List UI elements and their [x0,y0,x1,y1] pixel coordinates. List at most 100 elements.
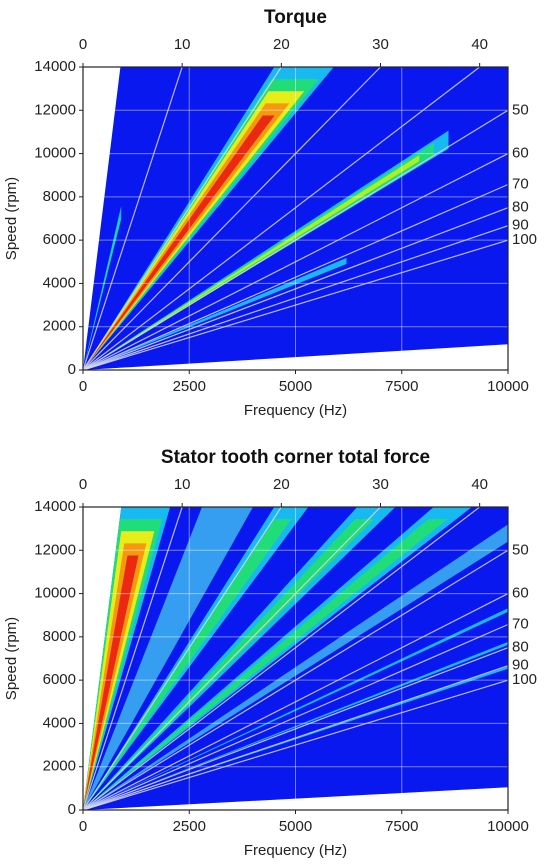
order-label: 100 [512,231,537,248]
x2-tick-label: 10 [174,476,191,493]
x-tick-label: 5000 [279,378,312,395]
contour-band [83,519,163,810]
contour-band [83,510,508,810]
y-tick-label: 10000 [34,145,76,162]
contour-band [83,531,155,810]
order-line [82,679,509,811]
contour-bands [83,507,508,810]
x-tick-label: 0 [79,818,87,835]
contour-background [83,67,508,370]
order-label: 50 [512,541,529,558]
contour-band [83,519,448,810]
order-line [82,506,183,811]
x-axis-title: Frequency (Hz) [244,842,347,859]
y-axis-title: Speed (rpm) [3,617,20,700]
x2-tick-label: 0 [79,476,87,493]
order-line [82,153,509,371]
contour-band [83,507,396,810]
contour-band [83,507,472,810]
x-tick-label: 2500 [173,378,206,395]
x-tick-label: 10000 [487,818,529,835]
chart-title: Torque [264,7,327,28]
contour-band [83,130,449,370]
order-line [82,66,481,371]
contour-band [83,91,305,370]
y-tick-label: 14000 [34,498,76,515]
order-line [82,225,509,371]
y-axis-title: Speed (rpm) [3,177,20,260]
contour-band [83,555,139,810]
y-tick-label: 6000 [43,671,76,688]
x-tick-label: 0 [79,378,87,395]
order-line [82,506,381,811]
x2-tick-label: 40 [471,36,488,53]
x-tick-label: 10000 [487,378,529,395]
x2-tick-label: 10 [174,36,191,53]
contour-band [83,507,171,810]
chart-title: Stator tooth corner total force [161,447,430,468]
contour-band [83,641,508,810]
x-tick-label: 5000 [279,818,312,835]
order-label: 100 [512,671,537,688]
order-label: 70 [512,615,529,632]
y-tick-label: 6000 [43,231,76,248]
order-line [82,66,381,371]
contour-band [83,257,347,370]
y-tick-label: 14000 [34,58,76,75]
y-tick-label: 4000 [43,274,76,291]
order-line [82,66,282,371]
x-axis-title: Frequency (Hz) [244,402,347,419]
chart: Stator tooth corner total force020004000… [3,447,537,859]
y-tick-label: 0 [68,801,76,818]
order-line [82,66,183,371]
contour-band [83,608,508,810]
order-line [82,207,509,371]
order-label: 90 [512,217,529,234]
y-tick-label: 8000 [43,628,76,645]
x2-tick-label: 30 [372,36,389,53]
order-line [82,593,509,811]
x2-tick-label: 40 [471,476,488,493]
x2-tick-label: 30 [372,476,389,493]
contour-band [83,205,122,370]
x2-tick-label: 20 [273,36,290,53]
contour-band [83,543,147,810]
order-line [82,109,509,371]
order-label: 70 [512,175,529,192]
contour-band [83,142,434,370]
order-label: 50 [512,101,529,118]
contour-band [83,215,120,370]
contour-band [83,79,319,370]
x-tick-label: 7500 [385,378,418,395]
order-line [82,183,509,371]
x2-tick-label: 0 [79,36,87,53]
y-tick-label: 12000 [34,101,76,118]
order-line [82,665,509,811]
contour-band [83,67,334,370]
contour-bands [83,67,449,370]
order-line [82,549,509,811]
order-label: 60 [512,145,529,162]
plot-frame [82,66,509,371]
contour-band [83,155,420,370]
order-line [82,647,509,811]
order-line [82,506,481,811]
contour-band [83,507,253,810]
order-line [82,623,509,811]
order-label: 90 [512,657,529,674]
contour-band [83,519,292,810]
x-tick-label: 2500 [173,818,206,835]
contour-band [83,115,275,370]
order-label: 80 [512,199,529,216]
y-tick-label: 8000 [43,188,76,205]
contour-band [83,507,309,810]
contour-band [83,519,375,810]
y-tick-label: 4000 [43,714,76,731]
plot-frame [82,506,509,811]
y-tick-label: 12000 [34,541,76,558]
y-tick-label: 10000 [34,585,76,602]
x2-tick-label: 20 [273,476,290,493]
order-label: 60 [512,585,529,602]
